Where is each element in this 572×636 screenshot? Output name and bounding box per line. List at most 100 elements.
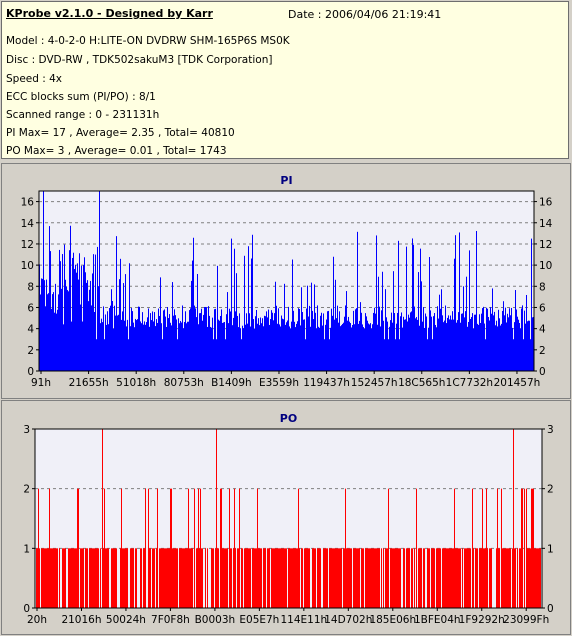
po-bar — [519, 548, 520, 608]
pi-bar — [489, 320, 490, 371]
pi-bar — [231, 238, 232, 371]
po-bar — [97, 548, 98, 608]
pi-bar — [77, 263, 78, 371]
pi-bar — [289, 326, 290, 371]
pi-bar — [232, 325, 233, 371]
pi-bar — [115, 315, 116, 371]
po-bar — [390, 548, 391, 608]
po-bar — [301, 548, 302, 608]
po-bar — [48, 548, 49, 608]
po-bar — [163, 548, 164, 608]
po-bar — [82, 548, 83, 608]
pi-bar — [128, 339, 129, 371]
po-bar — [502, 548, 503, 608]
pi-bar — [418, 272, 419, 371]
po-bar — [45, 548, 46, 608]
po-bar — [503, 548, 504, 608]
po-bar — [65, 548, 66, 608]
pi-bar — [316, 328, 317, 371]
pi-bar — [278, 308, 279, 371]
pi-bar — [182, 305, 183, 371]
pi-bar — [58, 294, 59, 371]
po-bar — [409, 548, 410, 608]
po-bar — [338, 548, 339, 608]
po-bar — [326, 548, 327, 608]
po-bar — [445, 548, 446, 608]
pi-bar — [282, 318, 283, 371]
po-bar — [291, 548, 292, 608]
po-ytick-label-right: 2 — [547, 484, 554, 496]
pi-bar — [456, 322, 457, 371]
pi-bar — [388, 339, 389, 371]
po-chart: PO 0 0 1 1 2 2 3 3 20h 21016h 50024h 7F0F8h B0003h E05… — [23, 412, 554, 626]
pi-bar — [288, 306, 289, 371]
pi-bar — [439, 294, 440, 371]
pi-bar — [309, 305, 310, 371]
po-bar — [320, 548, 321, 608]
pi-bar — [286, 322, 287, 371]
pi-bar — [59, 249, 60, 371]
po-bar — [123, 548, 124, 608]
po-bar — [539, 548, 540, 608]
po-bar — [276, 548, 277, 608]
po-bar — [196, 548, 197, 608]
pi-xtick-label: 152457h — [351, 377, 398, 389]
pi-bar — [368, 323, 369, 371]
po-bar — [277, 548, 278, 608]
pi-bar — [379, 306, 380, 371]
pi-bar — [410, 312, 411, 371]
pi-bar — [123, 283, 124, 371]
po-bar — [399, 548, 400, 608]
po-bar — [398, 548, 399, 608]
pi-bar — [85, 272, 86, 371]
po-bar — [264, 548, 265, 608]
pi-bar — [404, 319, 405, 371]
pi-ytick-label-right: 10 — [539, 260, 552, 272]
po-bar — [418, 548, 419, 608]
po-bar — [294, 548, 295, 608]
po-bar — [424, 548, 425, 608]
pi-bar — [120, 258, 121, 371]
po-bar — [299, 548, 300, 608]
po-bar — [46, 548, 47, 608]
pi-bar — [446, 323, 447, 371]
po-bar — [263, 548, 264, 608]
pi-bar — [319, 327, 320, 371]
pi-bar — [360, 302, 361, 371]
po-bar — [332, 548, 333, 608]
po-bar — [483, 548, 484, 608]
pi-bar — [97, 246, 98, 371]
po-bar — [217, 548, 218, 608]
po-bar — [314, 548, 315, 608]
app-title: KProbe v2.1.0 - Designed by Karr — [6, 7, 213, 20]
pi-bar — [458, 312, 459, 371]
pi-bar — [75, 264, 76, 371]
pi-bar — [359, 320, 360, 371]
pi-bar — [236, 273, 237, 371]
pi-bar — [41, 278, 42, 371]
pi-bar — [165, 316, 166, 371]
pi-bar — [191, 280, 192, 371]
po-bar — [460, 548, 461, 608]
po-bar — [278, 548, 279, 608]
pi-bar — [109, 308, 110, 371]
range-line: Scanned range : 0 - 231131h — [6, 109, 160, 121]
po-bar — [202, 548, 203, 608]
pi-bar — [474, 314, 475, 371]
pi-bar — [198, 324, 199, 371]
po-bar — [487, 548, 488, 608]
po-bar — [90, 548, 91, 608]
pi-bar — [108, 324, 109, 371]
po-bar — [524, 488, 525, 608]
po-bar — [329, 548, 330, 608]
po-bar — [388, 488, 389, 608]
pi-stats-line: PI Max= 17 , Average= 2.35 , Total= 4081… — [6, 127, 235, 139]
po-bar — [530, 548, 531, 608]
pi-bar — [529, 320, 530, 371]
pi-bar — [287, 320, 288, 371]
po-bar — [226, 548, 227, 608]
po-bar — [386, 548, 387, 608]
pi-bar — [238, 327, 239, 371]
pi-bar — [389, 326, 390, 371]
po-bar — [497, 488, 498, 608]
